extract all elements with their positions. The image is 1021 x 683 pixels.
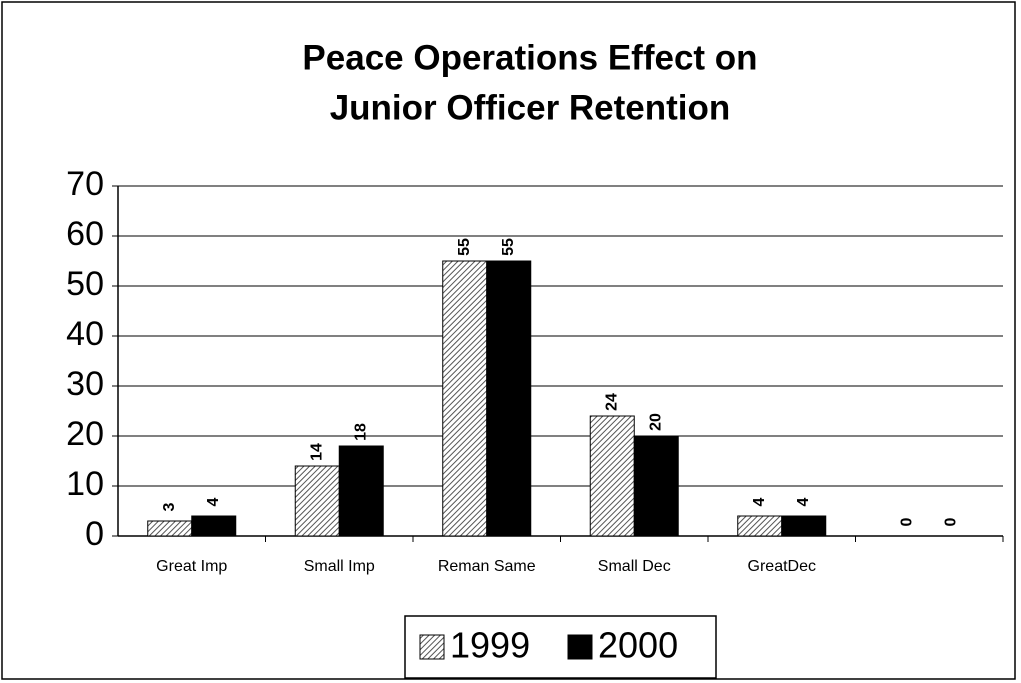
data-label: 24 [603, 393, 620, 411]
bar [338, 445, 384, 537]
bar [633, 435, 679, 537]
y-tick-label: 50 [66, 265, 104, 303]
x-tick-label: Great Imp [156, 558, 227, 575]
x-tick-label: Small Imp [304, 558, 375, 575]
bar [147, 520, 193, 537]
chart-title: Peace Operations Effect on [302, 38, 757, 77]
bar [294, 465, 340, 537]
data-label: 0 [898, 517, 915, 526]
data-label: 4 [751, 497, 768, 506]
legend-swatch [567, 634, 593, 660]
legend-label: 2000 [598, 625, 678, 666]
x-tick-label: Small Dec [598, 558, 671, 575]
x-tick-label: Reman Same [438, 558, 536, 575]
data-label: 0 [942, 517, 959, 526]
bar [486, 260, 532, 537]
bar [781, 515, 827, 537]
data-label: 3 [161, 502, 178, 511]
bar [442, 260, 488, 537]
y-tick-label: 60 [66, 215, 104, 253]
y-tick-label: 70 [66, 165, 104, 203]
bar [589, 415, 635, 537]
data-label: 55 [456, 238, 473, 256]
chart-title: Junior Officer Retention [330, 88, 731, 127]
x-tick-label: GreatDec [748, 558, 816, 575]
legend-box [404, 615, 717, 679]
y-tick-label: 10 [66, 465, 104, 503]
data-label: 14 [308, 443, 325, 461]
y-tick-label: 0 [85, 515, 104, 553]
y-tick-label: 20 [66, 415, 104, 453]
data-label: 4 [205, 497, 222, 506]
legend-label: 1999 [450, 625, 530, 666]
data-label: 55 [500, 238, 517, 256]
y-tick-label: 30 [66, 365, 104, 403]
legend-swatch [419, 634, 445, 660]
data-label: 4 [795, 497, 812, 506]
bar [191, 515, 237, 537]
data-label: 18 [352, 423, 369, 441]
bar [737, 515, 783, 537]
y-tick-label: 40 [66, 315, 104, 353]
data-label: 20 [647, 413, 664, 431]
